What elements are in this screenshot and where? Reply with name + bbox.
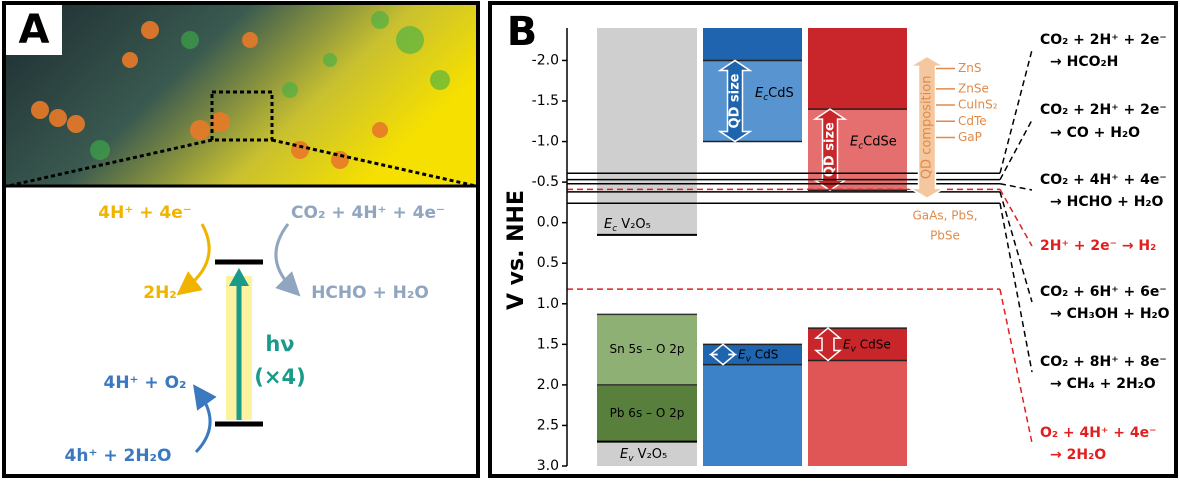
connector xyxy=(1000,120,1032,180)
material-label: GaAs, PbS, xyxy=(912,209,977,223)
reaction-label: O₂ + 4H⁺ + 4e⁻ xyxy=(1040,425,1156,441)
reaction-label: CO₂ + 4H⁺ + 4e⁻ xyxy=(1040,172,1167,188)
material-label: ZnSe xyxy=(958,81,989,95)
connector xyxy=(1000,50,1032,173)
y-tick-label: 2.5 xyxy=(537,417,559,433)
material-label: CuInS₂ xyxy=(958,98,998,112)
valence-band xyxy=(808,361,907,466)
arrow xyxy=(196,394,210,452)
y-tick-label: -1.5 xyxy=(532,93,559,109)
y-tick-label: 0.5 xyxy=(537,255,559,271)
reaction-label: CO₂ + 2H⁺ + 2e⁻ xyxy=(1040,102,1167,118)
photon-label: hν xyxy=(265,332,294,356)
reaction-label: CO₂ + 8H⁺ + 8e⁻ xyxy=(1040,354,1167,370)
reaction-text: 4h⁺ + 2H₂O xyxy=(65,446,172,466)
label-text: CdSe xyxy=(863,134,897,149)
sub-band-label: Sn 5s – O 2p xyxy=(609,342,684,356)
axis-title: V vs. NHE xyxy=(504,190,529,310)
label-text: CdS xyxy=(751,347,778,361)
material-label: CdTe xyxy=(958,114,987,128)
connector xyxy=(1000,184,1032,190)
connector xyxy=(1000,289,1032,443)
band-diagram: Ec V₂O₅ Sn 5s – O 2p Pb 6s – O 2p Ev V₂O₅ QD… xyxy=(532,28,1170,474)
connector xyxy=(1000,189,1032,246)
connector xyxy=(1000,203,1032,372)
material-label: ZnS xyxy=(958,61,981,75)
reaction-label: CO₂ + 6H⁺ + 6e⁻ xyxy=(1040,284,1167,300)
reaction-label: → CH₃OH + H₂O xyxy=(1050,306,1170,322)
reaction-label: → 2H₂O xyxy=(1050,447,1106,463)
arrow-label: QD size xyxy=(728,73,743,128)
reaction-label: → CO + H₂O xyxy=(1050,125,1140,141)
conduction-band xyxy=(808,28,907,109)
band-label: Ev V₂O₅ xyxy=(620,446,667,463)
label-text: CdS xyxy=(768,86,794,101)
y-tick-label: 2.0 xyxy=(537,377,559,393)
panel-a: A 4H⁺ + 4e⁻ 2H₂ CO₂ + 4H⁺ + 4e⁻ HCHO + H… xyxy=(4,3,478,476)
reaction-label: 2H⁺ + 2e⁻ → H₂ xyxy=(1040,238,1156,254)
reaction-label: → CH₄ + 2H₂O xyxy=(1050,376,1156,392)
y-tick-label: 1.0 xyxy=(537,296,559,312)
reaction-text: 2H₂ xyxy=(143,283,177,303)
reaction-text: 4H⁺ + O₂ xyxy=(103,373,186,393)
valence-band xyxy=(703,365,802,466)
band-label: EcCdSe xyxy=(850,134,897,151)
reaction-label: → HCHO + H₂O xyxy=(1050,194,1164,210)
arrow xyxy=(186,224,209,288)
page: A 4H⁺ + 4e⁻ 2H₂ CO₂ + 4H⁺ + 4e⁻ HCHO + H… xyxy=(0,0,1180,479)
reaction-text: 4H⁺ + 4e⁻ xyxy=(98,203,191,223)
sub-band-label: Pb 6s – O 2p xyxy=(610,406,685,420)
reaction-label: CO₂ + 2H⁺ + 2e⁻ xyxy=(1040,32,1167,48)
y-tick-label: 0.0 xyxy=(537,215,559,231)
band-label: EcCdS xyxy=(755,86,794,103)
material-label: GaP xyxy=(958,130,982,144)
y-tick-label: -1.0 xyxy=(532,134,559,150)
band-label: Ec V₂O₅ xyxy=(604,216,651,233)
panel-label: A xyxy=(19,7,50,53)
photon-label: (×4) xyxy=(254,365,305,389)
figure: A 4H⁺ + 4e⁻ 2H₂ CO₂ + 4H⁺ + 4e⁻ HCHO + H… xyxy=(0,0,1180,479)
conduction-band xyxy=(703,28,802,60)
arrow xyxy=(276,224,292,288)
arrow-label: QD composition xyxy=(920,76,935,180)
label-text: CdSe xyxy=(856,337,891,351)
reaction-label: → HCO₂H xyxy=(1050,54,1118,70)
panel-label: B xyxy=(507,9,538,55)
y-tick-label: -0.5 xyxy=(532,174,559,190)
reaction-text: HCHO + H₂O xyxy=(311,283,429,303)
arrow-label: QD size xyxy=(823,122,838,177)
reaction-text: CO₂ + 4H⁺ + 4e⁻ xyxy=(291,203,445,223)
label-text: V₂O₅ xyxy=(617,216,651,231)
label-text: V₂O₅ xyxy=(634,446,668,461)
material-label: PbSe xyxy=(930,229,960,243)
y-tick-label: 1.5 xyxy=(537,336,559,352)
y-tick-label: -2.0 xyxy=(532,52,559,68)
y-tick-label: 3.0 xyxy=(537,458,559,474)
conduction-band xyxy=(703,60,802,141)
